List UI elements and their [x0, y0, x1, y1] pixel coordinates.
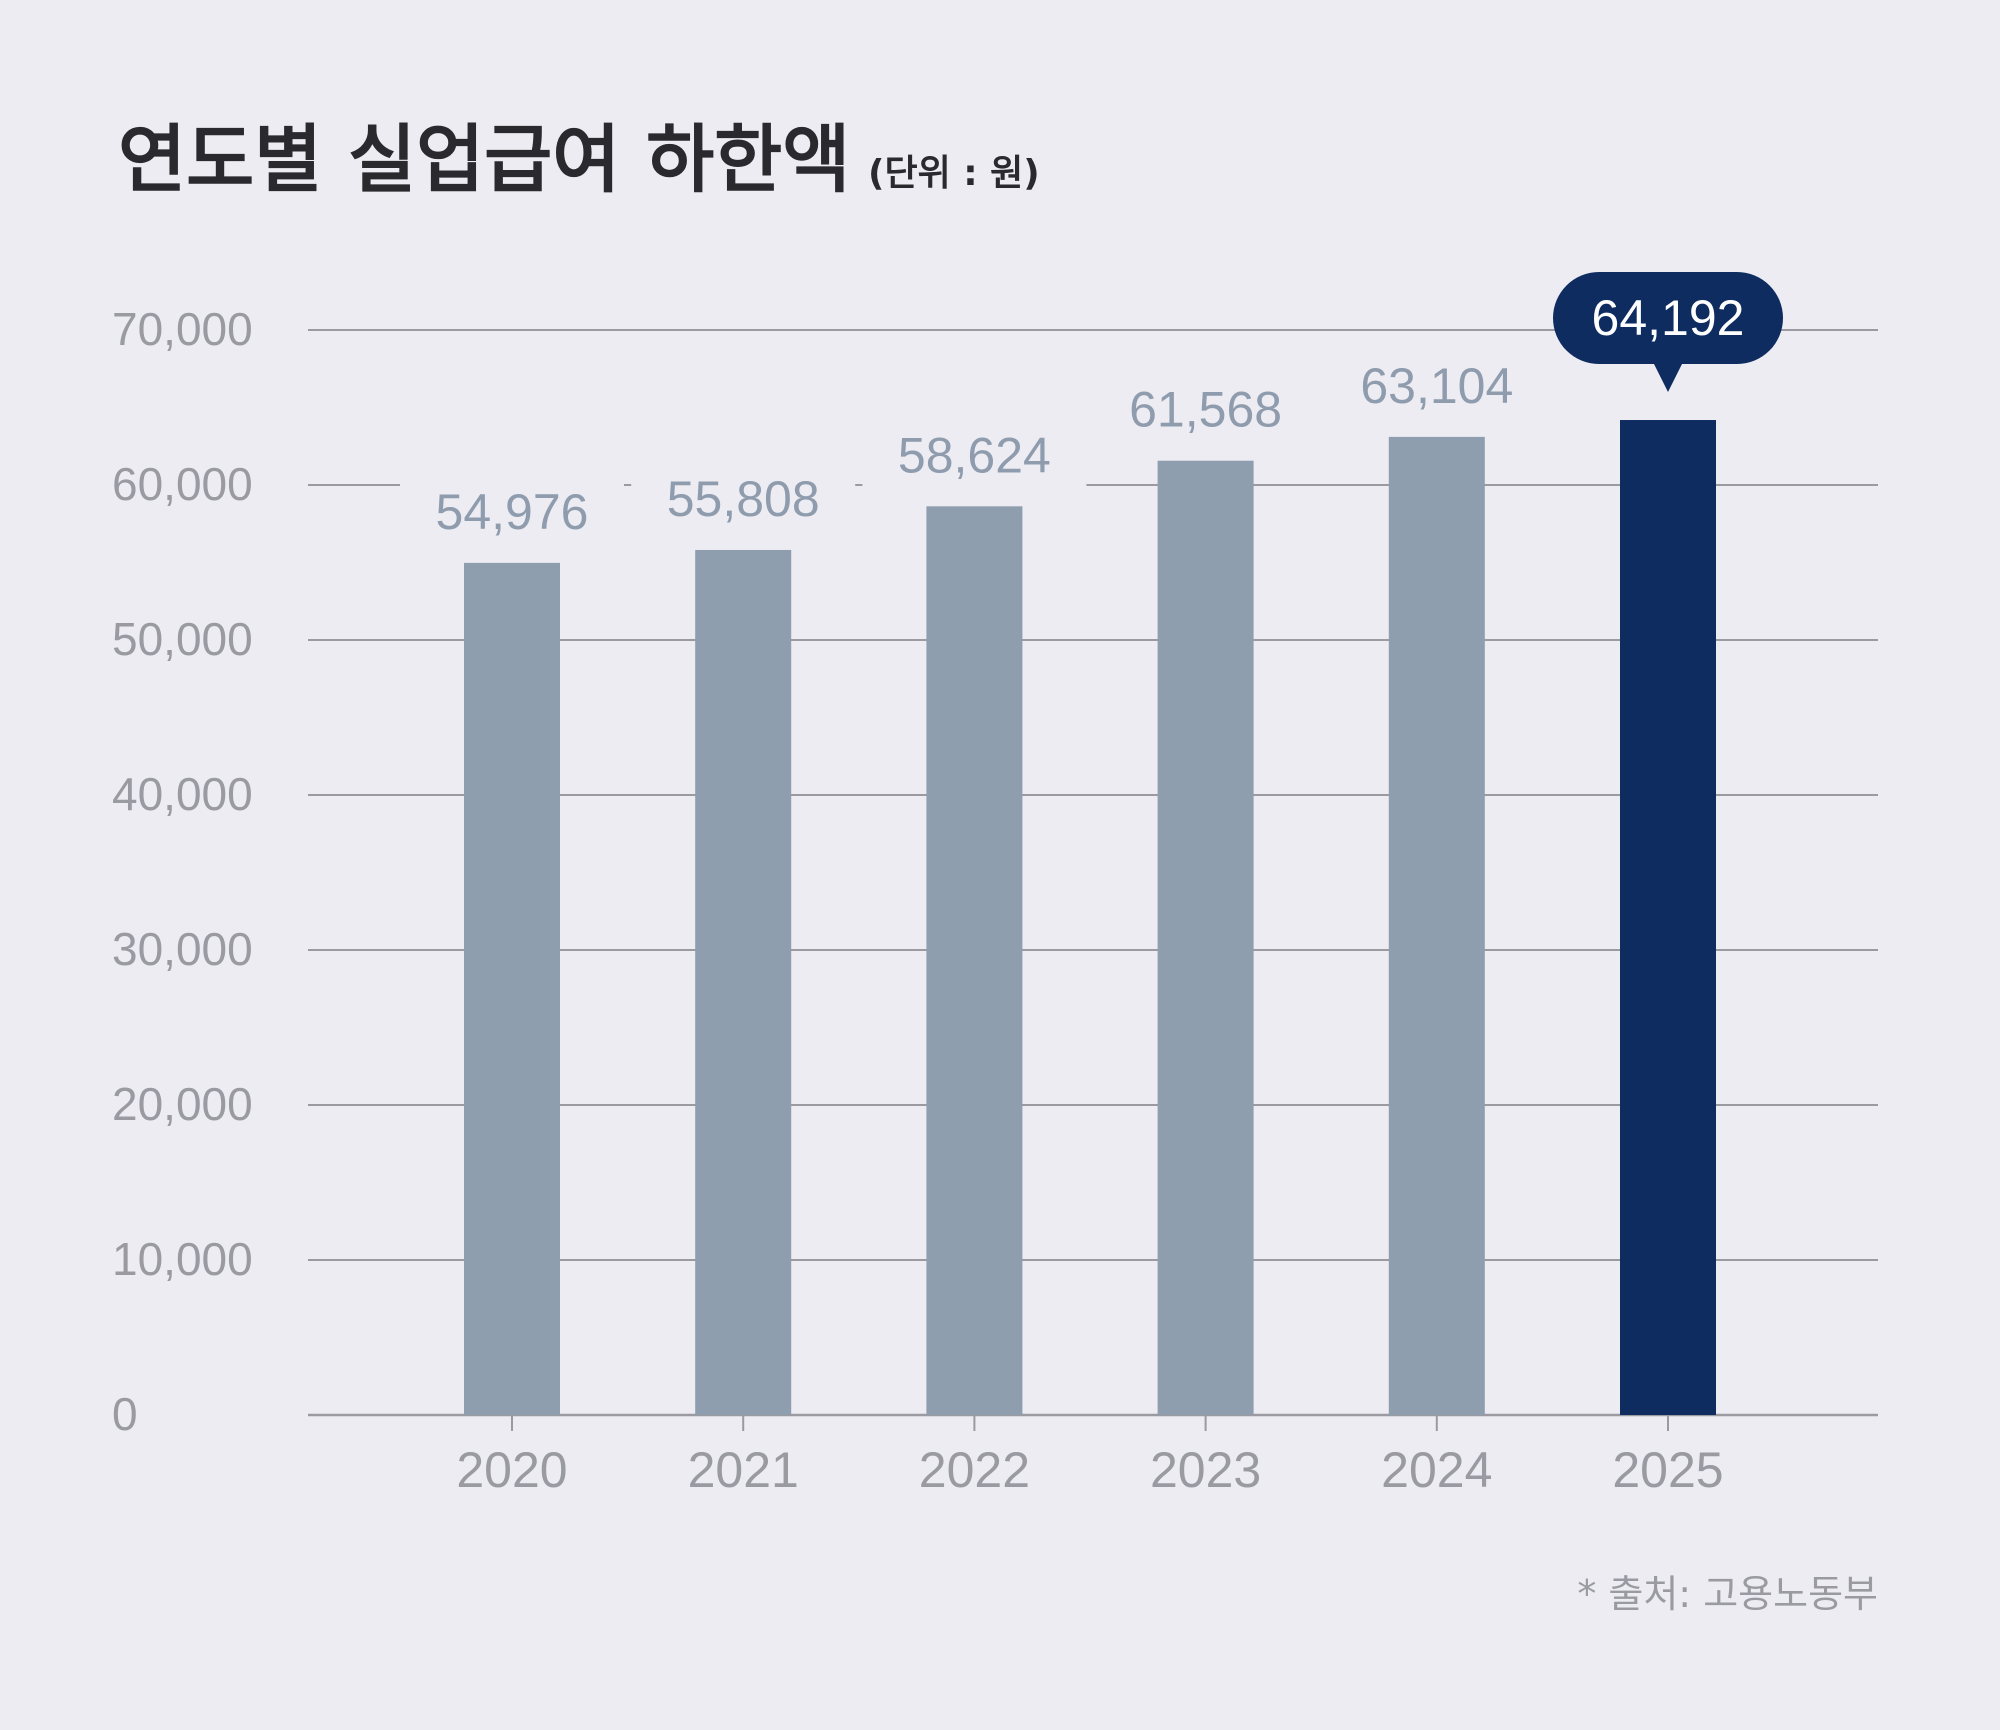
unit-note: (단위 : 원) [868, 153, 1040, 194]
value-labels: 54,976 55,808 58,624 61,568 63,104 64,192 [400, 272, 1783, 545]
x-tick-label: 2024 [1381, 1442, 1492, 1498]
y-tick-label: 40,000 [112, 768, 253, 820]
bar-2020 [464, 562, 560, 1415]
x-tick-label: 2022 [919, 1442, 1030, 1498]
value-label: 61,568 [1129, 382, 1282, 438]
value-label-backdrop [862, 426, 1087, 489]
x-tick-label: 2023 [1150, 1442, 1261, 1498]
value-label-backdrop [1324, 356, 1549, 419]
x-axis-ticks: 2020 2021 2022 2023 2024 2025 [456, 1415, 1724, 1498]
value-label: 55,808 [667, 471, 820, 527]
bar-2025 [1620, 420, 1716, 1415]
value-label: 64,192 [1592, 290, 1745, 346]
x-tick-label: 2020 [456, 1442, 567, 1498]
value-label-backdrop [400, 482, 624, 545]
y-tick-label: 50,000 [112, 613, 253, 665]
value-label: 58,624 [898, 427, 1051, 483]
y-tick-label: 20,000 [112, 1078, 253, 1130]
x-tick-label: 2021 [688, 1442, 799, 1498]
y-tick-label: 70,000 [112, 303, 253, 355]
highlight-callout [1553, 272, 1783, 365]
bar-2022 [926, 506, 1023, 1415]
bar-2023 [1157, 460, 1254, 1415]
bar-2024 [1388, 436, 1485, 1415]
value-label: 63,104 [1360, 358, 1513, 414]
value-label-backdrop [631, 469, 856, 532]
bar-2021 [695, 549, 792, 1415]
y-tick-label: 60,000 [112, 458, 253, 510]
y-axis-ticks: 0 10,000 20,000 30,000 40,000 50,000 60,000 70,… [112, 303, 253, 1440]
y-tick-label: 0 [112, 1388, 138, 1440]
callout-pointer [1653, 362, 1683, 393]
value-label: 54,976 [436, 484, 589, 540]
source-note: * 출처: 고용노동부 [1577, 1572, 1878, 1616]
y-tick-label: 30,000 [112, 923, 253, 975]
y-tick-label: 10,000 [112, 1233, 253, 1285]
bars [464, 420, 1716, 1415]
value-label-backdrop [1093, 380, 1318, 443]
x-tick-label: 2025 [1612, 1442, 1723, 1498]
chart-title: 연도별 실업급여 하한액 [118, 117, 850, 203]
